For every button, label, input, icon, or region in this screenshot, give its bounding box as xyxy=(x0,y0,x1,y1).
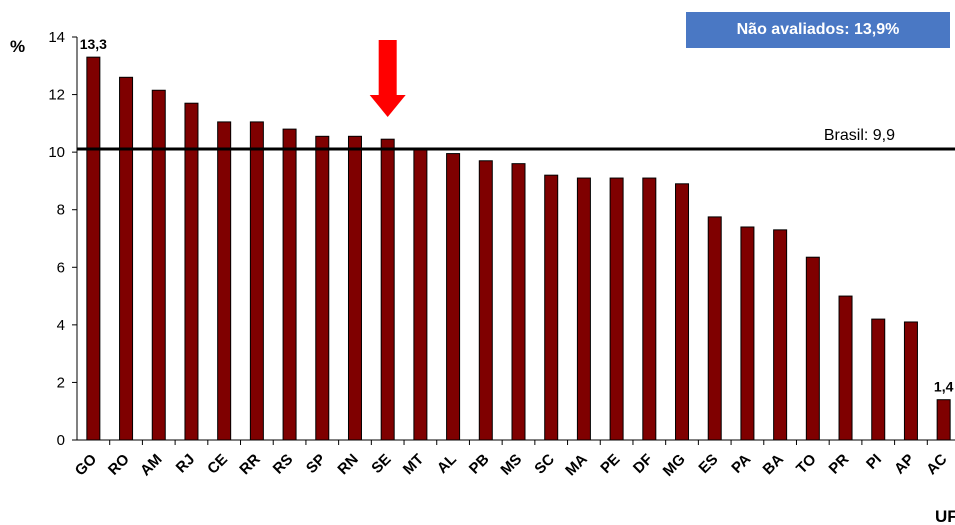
x-axis-unit: UF xyxy=(935,507,955,525)
bar-ap xyxy=(903,321,918,441)
x-tick-label-ma: MA xyxy=(562,451,591,480)
bar-rs xyxy=(282,128,297,441)
not-evaluated-badge: Não avaliados: 13,9% xyxy=(686,12,950,48)
x-tick-label-pe: PE xyxy=(597,451,623,477)
x-tick-label-se: SE xyxy=(368,451,394,477)
x-tick-label-sc: SC xyxy=(531,451,558,478)
y-tick-label: 0 xyxy=(57,432,65,449)
x-tick-label-pa: PA xyxy=(728,451,754,477)
x-tick-label-pr: PR xyxy=(826,451,853,478)
bar-rj xyxy=(184,102,199,441)
bar-se xyxy=(380,138,395,441)
x-tick-label-rr: RR xyxy=(236,451,263,478)
x-tick-label-ms: MS xyxy=(497,451,525,479)
y-tick-label: 14 xyxy=(48,29,65,46)
bar-sp xyxy=(315,135,330,441)
x-tick-label-go: GO xyxy=(72,451,101,480)
bar-al xyxy=(446,153,461,441)
y-axis-ticks: 0 2 4 6 8 10 12 14 xyxy=(48,29,77,449)
x-tick-label-rn: RN xyxy=(334,451,361,478)
x-tick-label-df: DF xyxy=(630,451,656,477)
x-tick-label-al: AL xyxy=(434,451,460,477)
red-down-arrow-icon xyxy=(369,40,406,117)
data-label-ac: 1,4 xyxy=(934,379,954,395)
bar-df xyxy=(642,177,657,441)
x-tick-label-rj: RJ xyxy=(173,451,199,477)
y-tick-label: 4 xyxy=(57,317,65,334)
bar-go xyxy=(86,56,101,441)
y-tick-label: 10 xyxy=(48,144,65,161)
y-tick-label: 8 xyxy=(57,202,65,219)
y-tick-label: 2 xyxy=(57,374,65,391)
x-tick-label-mt: MT xyxy=(400,451,427,478)
arrow-shaft xyxy=(378,40,397,96)
bar-ms xyxy=(511,163,526,441)
bar-pe xyxy=(609,177,624,441)
arrow-head xyxy=(369,95,406,117)
x-tick-label-ro: RO xyxy=(105,451,133,479)
brasil-reference-label: Brasil: 9,9 xyxy=(824,127,895,144)
x-axis-labels: GO RO AM RJ CE RR RS SP RN SE MT AL PB MS SC MA PE DF MG ES… xyxy=(72,440,951,480)
x-tick-label-rs: RS xyxy=(270,451,297,478)
bar-ac xyxy=(936,399,951,441)
x-tick-label-to: TO xyxy=(793,451,820,478)
bars-group xyxy=(86,56,951,441)
bar-am xyxy=(151,89,166,441)
bar-es xyxy=(707,216,722,441)
data-labels: 13,3 1,4 xyxy=(80,36,954,395)
x-tick-label-pb: PB xyxy=(466,451,493,478)
bar-ro xyxy=(119,76,134,441)
bar-ce xyxy=(217,121,232,441)
bar-rr xyxy=(249,121,264,441)
x-tick-label-am: AM xyxy=(137,451,166,480)
y-tick-label: 6 xyxy=(57,259,65,276)
x-tick-label-pi: PI xyxy=(863,451,885,473)
x-tick-label-es: ES xyxy=(695,451,721,477)
bar-pi xyxy=(871,318,886,441)
bar-ma xyxy=(576,177,591,441)
bar-mt xyxy=(413,148,428,441)
x-tick-label-ac: AC xyxy=(923,451,950,478)
bar-to xyxy=(805,256,820,441)
x-tick-label-ba: BA xyxy=(760,451,787,478)
x-tick-label-ce: CE xyxy=(204,451,231,478)
bar-sc xyxy=(544,174,559,441)
y-tick-label: 12 xyxy=(48,87,65,104)
bar-pr xyxy=(838,295,853,441)
bar-pa xyxy=(740,226,755,441)
x-tick-label-mg: MG xyxy=(660,451,689,480)
x-tick-label-ap: AP xyxy=(891,451,918,478)
y-axis-unit: % xyxy=(10,37,25,56)
bar-rn xyxy=(347,135,362,441)
x-tick-label-sp: SP xyxy=(303,451,329,477)
data-label-go: 13,3 xyxy=(80,36,107,52)
bar-mg xyxy=(675,183,690,441)
bar-pb xyxy=(478,160,493,441)
bar-ba xyxy=(773,229,788,441)
